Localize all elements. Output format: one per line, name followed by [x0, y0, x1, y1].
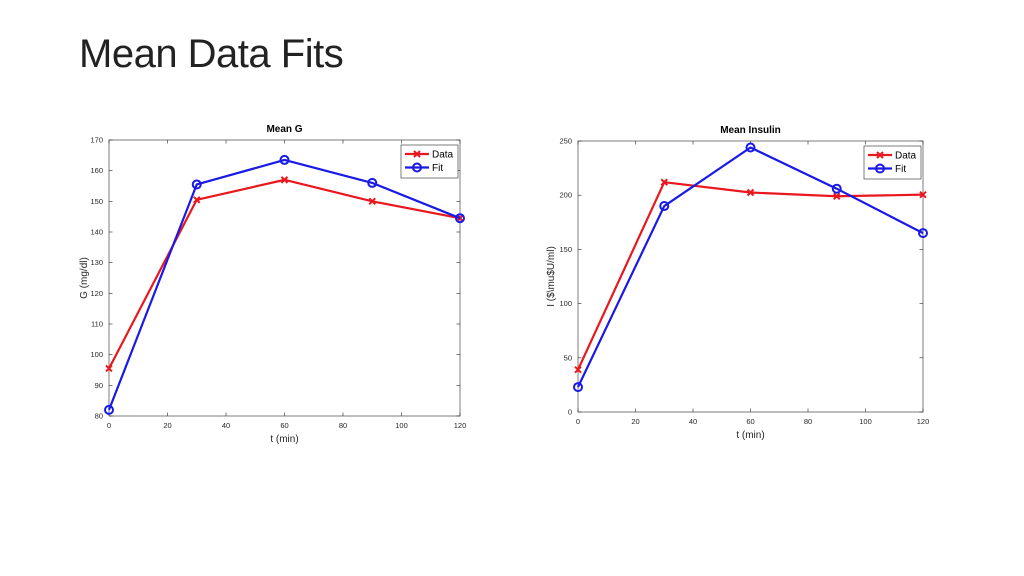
- x-tick-label: 0: [576, 417, 580, 426]
- y-tick-label: 100: [90, 350, 103, 359]
- x-tick-label: 20: [163, 421, 171, 430]
- y-tick-label: 90: [95, 381, 103, 390]
- legend-box: [863, 145, 922, 180]
- x-tick-label: 0: [107, 421, 111, 430]
- data-point-fit: [191, 179, 202, 190]
- y-tick-label: 80: [95, 412, 103, 421]
- x-tick-label: 120: [917, 417, 930, 426]
- legend-marker-data: [876, 151, 884, 159]
- data-point-data: [280, 176, 289, 184]
- y-axis-label: G (mg/dl): [79, 257, 90, 299]
- legend-label-data: Data: [895, 151, 917, 162]
- x-tick-label: 80: [804, 417, 812, 426]
- mean-insulin-chart: Mean Insulin 0 20 40 60 80 100 120 0 50 100 150 200 2…: [546, 125, 930, 441]
- y-tick-label: 160: [90, 166, 103, 175]
- legend-marker-fit: [875, 163, 885, 174]
- x-tick-label: 60: [280, 421, 288, 430]
- x-tick-label: 40: [222, 421, 230, 430]
- x-tick-label: 100: [395, 421, 408, 430]
- data-point-data: [193, 196, 201, 204]
- data-point-fit: [104, 404, 114, 415]
- y-tick-label: 170: [90, 136, 103, 145]
- x-tick-label: 20: [631, 417, 639, 426]
- y-tick-label: 140: [90, 228, 103, 237]
- y-tick-label: 130: [90, 258, 103, 267]
- y-tick-label: 110: [91, 320, 103, 329]
- axes-box: [108, 139, 461, 417]
- legend-marker-fit: [412, 162, 422, 173]
- y-tick-label: 150: [559, 245, 572, 254]
- y-tick-label: 150: [90, 197, 103, 206]
- y-tick-label: 250: [559, 137, 572, 146]
- y-axis-label: I ($\mu$U/ml): [546, 246, 557, 307]
- series-line-fit: [107, 158, 461, 411]
- series-line-fit: [577, 146, 924, 388]
- data-point-data: [746, 188, 755, 197]
- x-tick-label: 100: [859, 417, 872, 426]
- slide-title: Mean Data Fits: [79, 32, 344, 76]
- data-point-fit: [573, 382, 583, 393]
- x-tick-label: 40: [689, 417, 697, 426]
- x-axis-label: t (min): [736, 430, 764, 441]
- legend: Data Fit: [863, 145, 922, 180]
- data-point-fit: [367, 177, 378, 188]
- legend-box: [400, 144, 459, 179]
- data-point-fit: [279, 154, 290, 165]
- data-point-data: [368, 197, 376, 206]
- data-point-fit: [745, 142, 756, 153]
- data-point-fit: [831, 183, 842, 194]
- x-tick-label: 60: [746, 417, 754, 426]
- legend-label-data: Data: [432, 150, 454, 161]
- x-tick-label: 120: [454, 421, 467, 430]
- data-point-fit: [918, 228, 928, 239]
- data-point-data: [919, 190, 927, 199]
- data-point-fit: [455, 213, 465, 224]
- chart-title: Mean Insulin: [720, 125, 781, 136]
- y-tick-label: 50: [564, 353, 572, 362]
- legend: Data Fit: [400, 144, 459, 179]
- data-point-data: [660, 178, 668, 186]
- y-tick-label: 200: [559, 191, 572, 200]
- x-tick-label: 80: [339, 421, 347, 430]
- legend-marker-data: [413, 150, 421, 158]
- chart-title: Mean G: [266, 124, 302, 135]
- data-point-data: [105, 364, 113, 373]
- data-point-data: [574, 366, 582, 374]
- data-point-data: [833, 192, 841, 200]
- y-tick-label: 100: [559, 299, 572, 308]
- mean-g-chart: Mean G 0 20 40 60 80 100 120 80 90 100 110 120 130 140…: [79, 124, 467, 445]
- legend-label-fit: Fit: [895, 164, 906, 175]
- y-tick-label: 0: [568, 408, 572, 417]
- legend-label-fit: Fit: [432, 163, 443, 174]
- y-tick-label: 120: [90, 289, 103, 298]
- data-point-fit: [659, 201, 670, 212]
- x-axis-label: t (min): [270, 434, 298, 445]
